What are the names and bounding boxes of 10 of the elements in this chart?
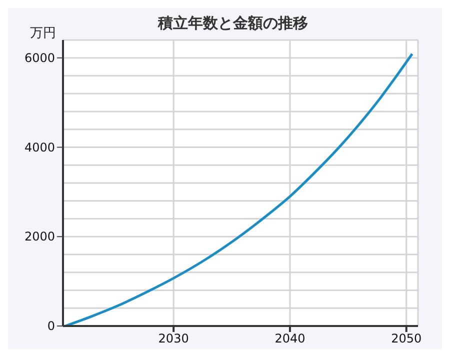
x-tick-label: 2030: [158, 332, 189, 346]
line-series: [64, 52, 414, 326]
chart-title: 積立年数と金額の推移: [158, 14, 308, 32]
y-axis-title: 万円: [30, 25, 56, 42]
y-tick-label: 0: [47, 319, 55, 333]
x-tick-label: 2040: [274, 332, 306, 346]
x-tick-label: 2050: [391, 332, 422, 346]
y-tick-label: 2000: [24, 230, 55, 244]
y-tick-label: 4000: [24, 140, 55, 154]
y-tick-label: 6000: [24, 50, 55, 65]
